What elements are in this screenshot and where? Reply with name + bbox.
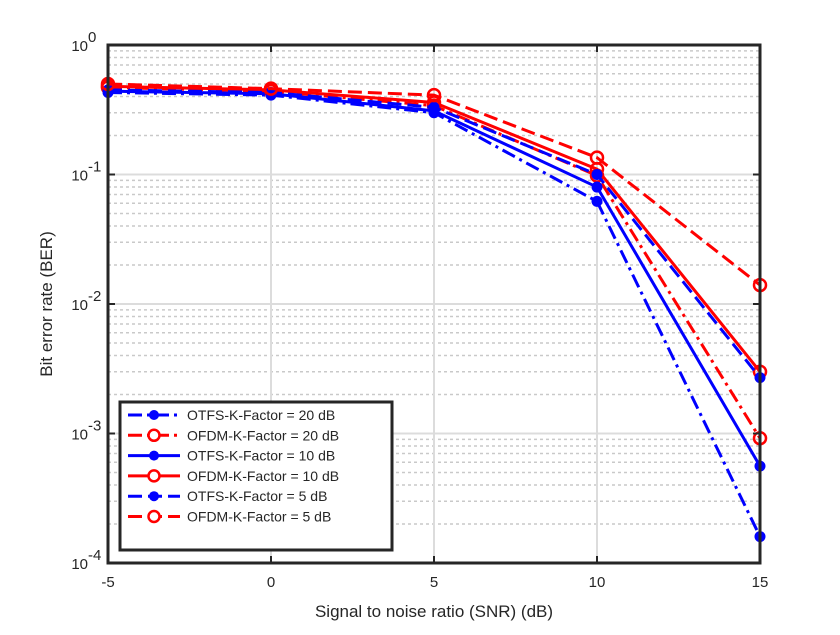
legend-marker bbox=[149, 410, 159, 420]
x-tick-label: 5 bbox=[430, 574, 438, 591]
x-tick-label: -5 bbox=[101, 574, 114, 591]
legend-item: OTFS-K-Factor = 5 dB bbox=[128, 488, 327, 504]
data-point bbox=[428, 101, 440, 113]
y-tick-label: 10-3 bbox=[71, 418, 101, 444]
legend-item: OFDM-K-Factor = 5 dB bbox=[128, 509, 331, 525]
y-tick-label-exponent: -1 bbox=[88, 159, 101, 176]
data-point bbox=[591, 169, 603, 180]
y-tick-label-exponent: -3 bbox=[88, 418, 101, 435]
y-tick-label: 10-4 bbox=[71, 547, 101, 573]
legend-marker bbox=[147, 509, 161, 524]
x-tick-label: 0 bbox=[267, 574, 275, 591]
legend-label: OFDM-K-Factor = 5 dB bbox=[187, 509, 331, 525]
y-tick-label-base: 10 bbox=[71, 427, 88, 444]
data-point bbox=[263, 81, 279, 96]
legend-label: OTFS-K-Factor = 5 dB bbox=[187, 488, 327, 504]
data-point bbox=[589, 150, 605, 165]
legend-marker bbox=[147, 428, 161, 443]
y-tick-label: 10-1 bbox=[71, 159, 101, 185]
y-tick-label-exponent: -4 bbox=[88, 547, 101, 564]
x-tick-label: 10 bbox=[589, 574, 606, 591]
legend-marker bbox=[149, 491, 159, 502]
y-tick-label: 100 bbox=[71, 29, 96, 55]
y-tick-label-exponent: 0 bbox=[88, 29, 96, 46]
legend-marker bbox=[147, 469, 161, 483]
data-point bbox=[591, 195, 603, 207]
x-axis-label: Signal to noise ratio (SNR) (dB) bbox=[315, 602, 553, 621]
legend-label: OTFS-K-Factor = 10 dB bbox=[187, 448, 335, 464]
legend-label: OTFS-K-Factor = 20 dB bbox=[187, 407, 335, 423]
legend-item: OFDM-K-Factor = 10 dB bbox=[128, 468, 339, 484]
y-tick-label-base: 10 bbox=[71, 297, 88, 314]
legend-marker bbox=[149, 450, 159, 461]
legend-item: OFDM-K-Factor = 20 dB bbox=[128, 427, 339, 443]
y-tick-label-base: 10 bbox=[71, 168, 88, 185]
data-point bbox=[426, 87, 442, 103]
legend-item: OTFS-K-Factor = 10 dB bbox=[128, 448, 335, 464]
legend-label: OFDM-K-Factor = 10 dB bbox=[187, 468, 339, 484]
x-tick-label: 15 bbox=[752, 574, 769, 591]
legend-item: OTFS-K-Factor = 20 dB bbox=[128, 407, 335, 423]
y-tick-label: 10-2 bbox=[71, 288, 101, 314]
legend: OTFS-K-Factor = 20 dB OFDM-K-Factor = 20 … bbox=[118, 400, 394, 552]
grid-lines bbox=[108, 45, 760, 563]
y-tick-label-base: 10 bbox=[71, 38, 88, 55]
y-axis-label: Bit error rate (BER) bbox=[37, 231, 56, 376]
series-line bbox=[107, 82, 761, 287]
legend-label: OFDM-K-Factor = 20 dB bbox=[187, 427, 339, 443]
y-tick-label-exponent: -2 bbox=[88, 288, 101, 305]
y-tick-label-base: 10 bbox=[71, 556, 88, 573]
data-point bbox=[591, 181, 603, 193]
